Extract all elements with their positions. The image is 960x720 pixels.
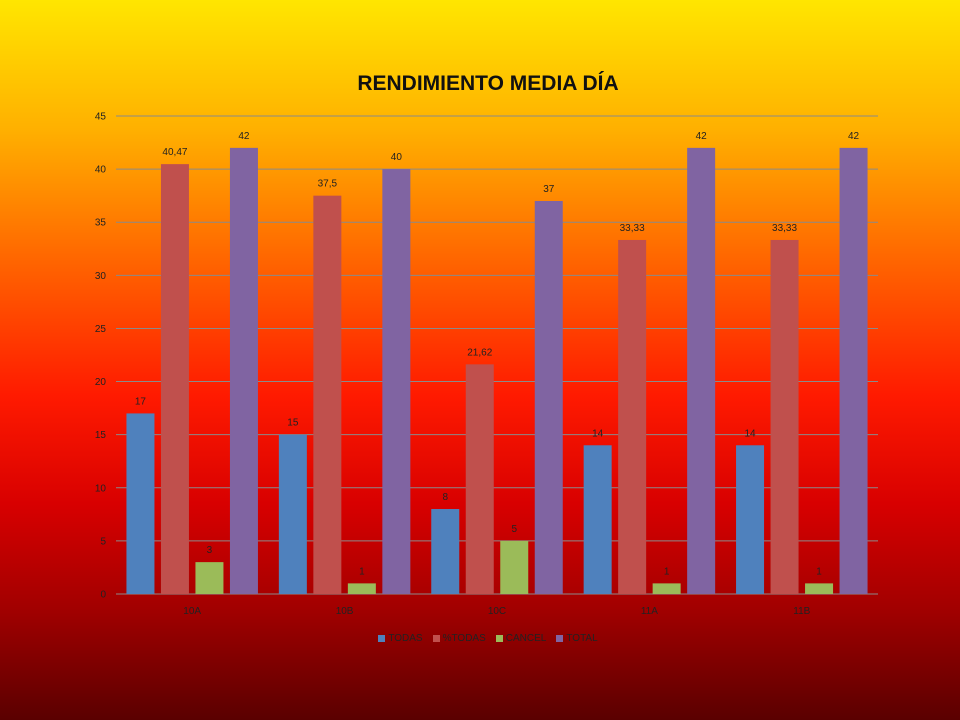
bar-todas-10b [278,434,307,594]
legend-label: CANCEL [505,633,547,644]
y-tick-label: 30 [95,271,107,282]
y-tick-label: 25 [95,324,107,335]
legend-item: TOTAL [556,633,598,644]
bar-cancel-10c [500,540,529,594]
data-label: 33,33 [620,223,645,234]
data-label: 17 [135,396,147,407]
data-label: 14 [592,428,604,439]
bar-todas-11b [736,445,765,594]
data-label: 37 [543,184,555,195]
bar-cancel-10a [195,562,224,594]
legend-swatch [432,635,440,642]
x-tick-label: 10B [336,606,354,617]
x-tick-label: 10A [183,606,201,617]
data-label: 8 [442,492,448,503]
bar-total-10a [229,147,258,594]
data-label: 42 [848,131,860,142]
data-label: 1 [664,566,670,577]
y-tick-label: 35 [95,218,107,229]
bar-pct-todas-11b [770,239,799,594]
legend: TODAS %TODAS CANCEL TOTAL [0,633,960,644]
legend-item: TODAS [378,633,423,644]
bar-cancel-10b [347,583,376,594]
data-label: 42 [238,131,250,142]
bar-total-11b [839,147,868,594]
legend-label: TOTAL [566,633,598,644]
x-tick-label: 11B [793,606,810,617]
legend-swatch [495,635,503,642]
bar-cancel-11a [652,583,681,594]
data-label: 5 [511,524,517,535]
y-tick-label: 15 [95,430,107,441]
bar-total-10b [382,169,411,594]
legend-item: %TODAS [432,633,486,644]
y-tick-label: 45 [95,112,107,123]
data-label: 40,47 [162,147,187,158]
legend-item: CANCEL [495,633,547,644]
bar-total-10c [534,200,563,594]
x-tick-label: 11A [641,606,658,617]
legend-label: %TODAS [442,633,486,644]
y-tick-label: 40 [95,165,107,176]
y-tick-label: 20 [95,377,107,388]
data-label: 15 [287,418,299,429]
bar-todas-10c [431,509,460,594]
legend-swatch [378,635,386,642]
bar-todas-11a [583,445,612,594]
x-tick-label: 10C [488,606,506,617]
bar-cancel-11b [805,583,834,594]
y-tick-label: 10 [95,483,107,494]
bar-pct-todas-11a [618,239,647,594]
chart-title: RENDIMIENTO MEDIA DÍA [357,72,619,95]
y-tick-label: 0 [100,590,106,601]
data-label: 1 [816,566,822,577]
data-label: 37,5 [318,179,338,190]
bar-total-11a [687,147,716,594]
legend-swatch [556,635,564,642]
data-label: 33,33 [772,223,797,234]
data-label: 40 [391,152,403,163]
bar-pct-todas-10c [465,364,494,594]
bar-todas-10a [126,413,155,594]
bar-pct-todas-10a [160,164,189,595]
data-label: 42 [696,131,708,142]
data-label: 14 [744,428,756,439]
y-tick-label: 5 [100,536,106,547]
legend-label: TODAS [388,633,423,644]
data-label: 3 [207,545,213,556]
data-label: 21,62 [467,347,492,358]
bar-pct-todas-10b [313,195,342,594]
data-label: 1 [359,566,365,577]
